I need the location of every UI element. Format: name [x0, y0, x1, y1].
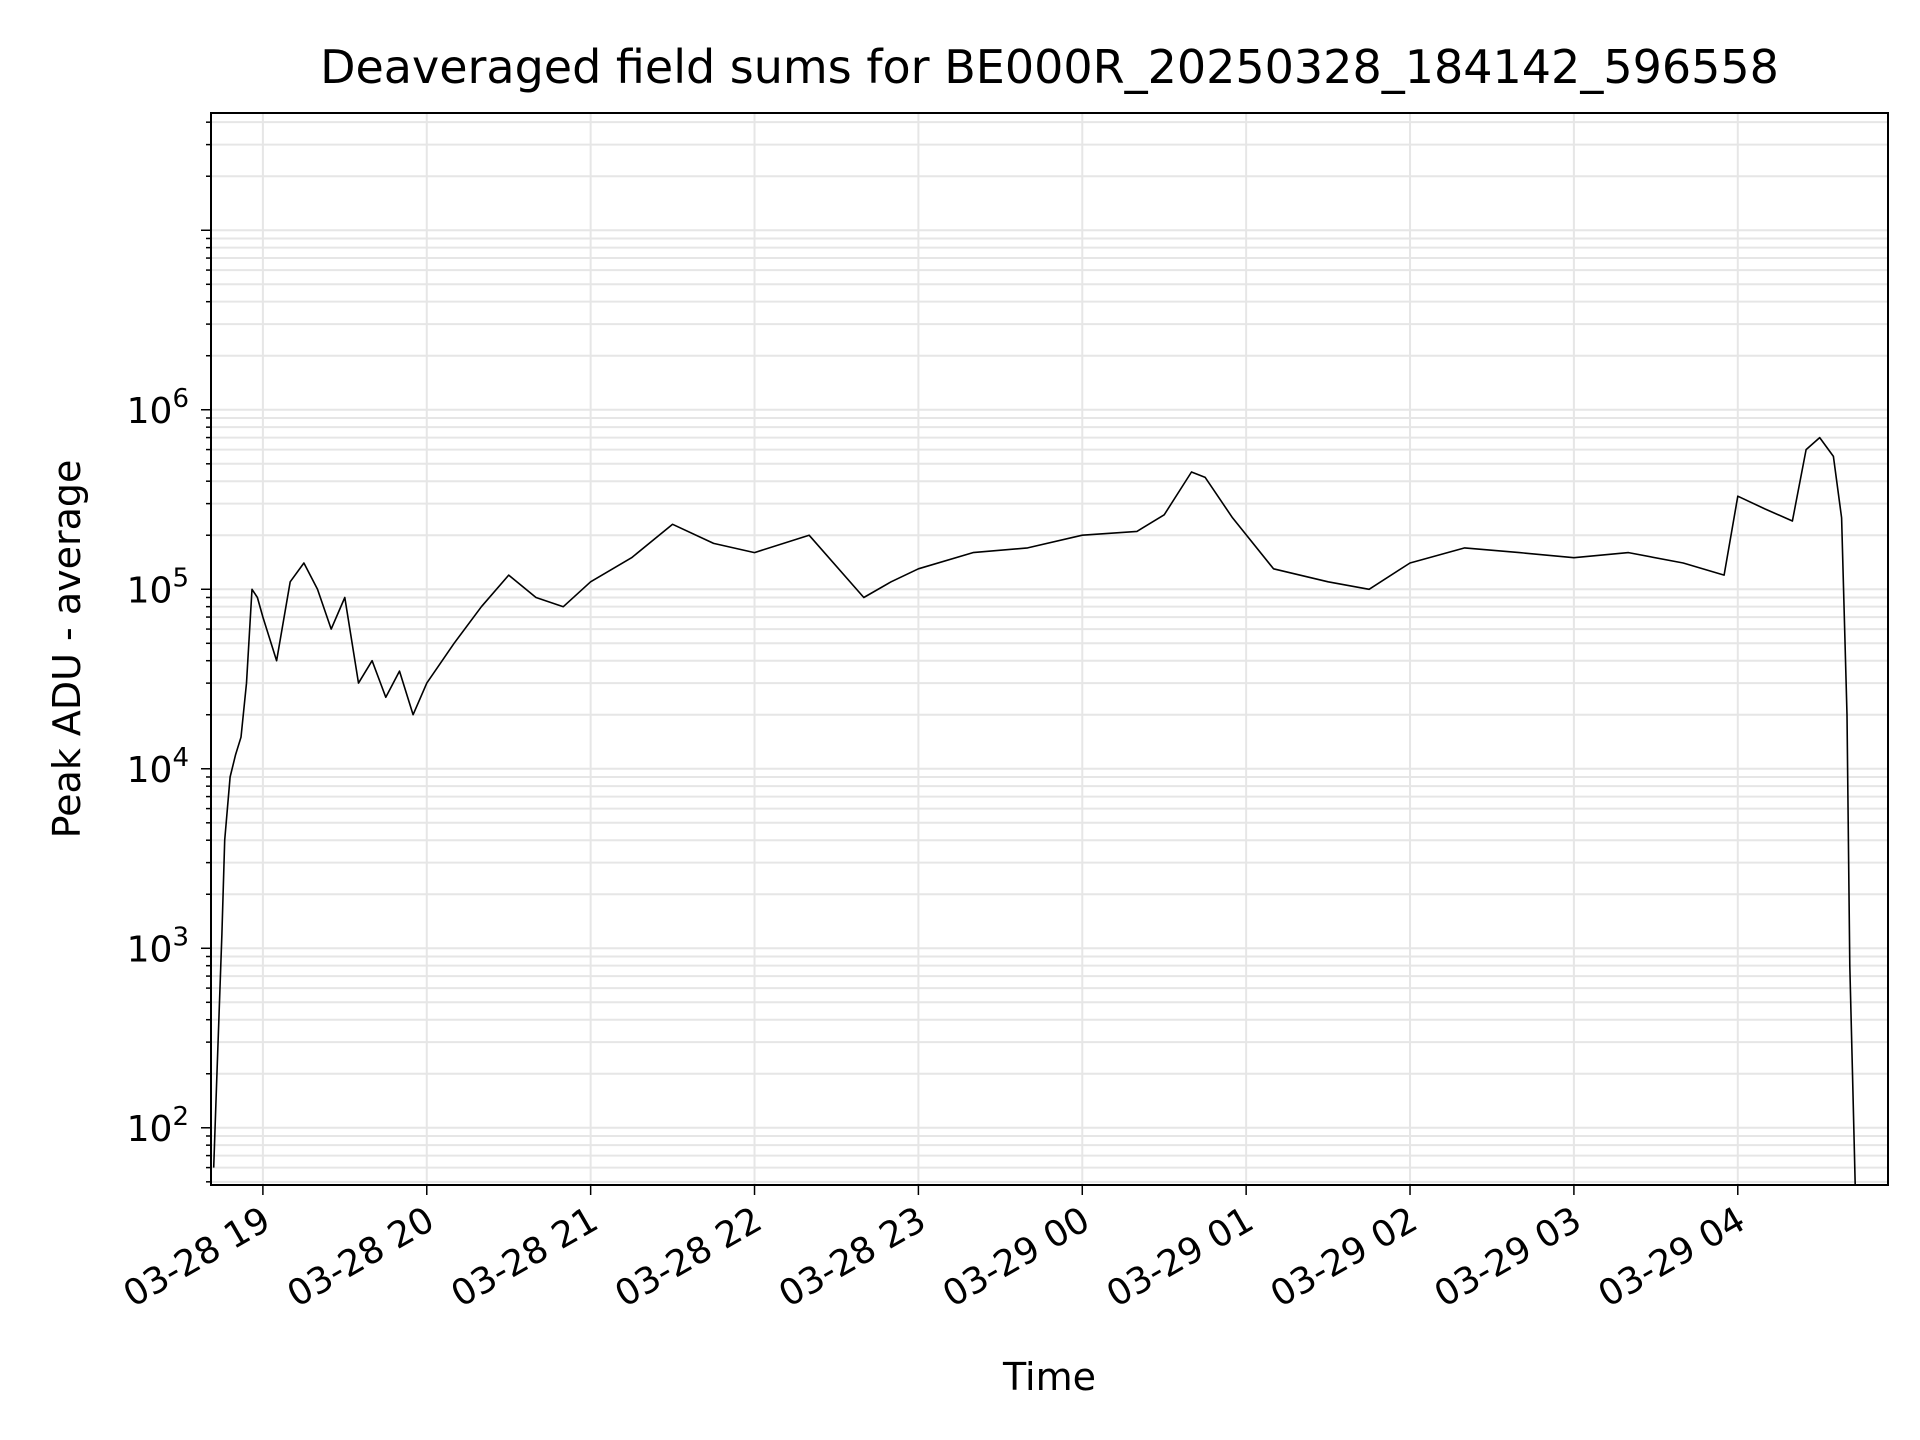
series-line [212, 436, 1856, 1186]
grid [211, 113, 1888, 1185]
data-series [212, 436, 1856, 1186]
x-axis-label: Time [1002, 1355, 1096, 1399]
y-axis-label: Peak ADU - average [45, 460, 89, 839]
y-tick-label: 102 [127, 1102, 189, 1150]
y-tick-label: 106 [127, 384, 189, 432]
y-tick-label: 103 [127, 922, 189, 970]
y-tick-label: 105 [127, 563, 189, 611]
y-tick-label: 104 [127, 743, 189, 791]
chart-title: Deaveraged field sums for BE000R_2025032… [320, 40, 1779, 94]
plot-frame [210, 112, 1889, 1186]
